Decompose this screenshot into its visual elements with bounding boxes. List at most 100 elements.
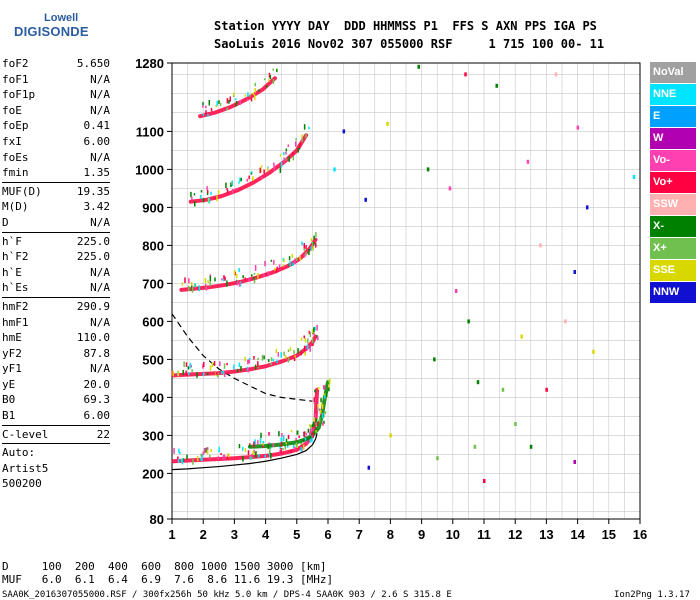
scaled-parameters-panel: foF2 5.650 foF1 N/A foF1p N/A foE N/A foEp 0.41 fx… — [2, 56, 110, 492]
echo-dot — [327, 380, 330, 383]
echo-dot — [244, 448, 247, 452]
echo-dot — [226, 362, 228, 366]
echo-dot — [279, 153, 282, 157]
echo-dot — [300, 442, 303, 445]
echo-dot — [298, 435, 300, 438]
param-value: 1.35 — [83, 166, 111, 180]
param-row: h`E N/A — [2, 265, 110, 281]
isolated-echo-point — [386, 121, 389, 126]
param-separator — [2, 181, 110, 183]
echo-dot — [204, 283, 207, 287]
echo-dot — [323, 384, 326, 390]
echo-dot — [191, 281, 193, 288]
echo-dot — [249, 357, 251, 360]
param-value: 69.3 — [83, 393, 111, 407]
echo-dot — [311, 241, 314, 246]
isolated-echo-point — [389, 433, 392, 438]
param-row: yF1 N/A — [2, 361, 110, 377]
echo-dot — [295, 257, 298, 261]
echo-dot — [283, 258, 285, 263]
echo-dot — [260, 165, 263, 168]
echo-dot — [206, 447, 209, 451]
echo-dot — [285, 442, 288, 445]
param-row: fxI 6.00 — [2, 134, 110, 150]
echo-dot — [263, 169, 265, 174]
echo-dot — [201, 456, 203, 461]
echo-dot — [238, 267, 240, 273]
param-name: yF2 — [2, 346, 22, 360]
param-name: hmF1 — [2, 315, 29, 329]
param-separator — [2, 424, 110, 426]
echo-dot — [278, 431, 280, 437]
param-row: 500200 — [2, 476, 110, 492]
echo-dot — [300, 337, 303, 341]
echo-dot — [309, 428, 312, 432]
param-row: foF2 5.650 — [2, 56, 110, 72]
echo-dot — [254, 364, 257, 370]
echo-dot — [250, 172, 253, 175]
param-name: hmF2 — [2, 299, 29, 313]
echo-dot — [254, 264, 257, 271]
echo-dot — [194, 283, 197, 288]
echo-dot — [273, 260, 275, 265]
echo-dot — [316, 422, 319, 426]
echo-dot — [323, 395, 326, 399]
echo-dot — [182, 458, 185, 462]
echo-dot — [208, 454, 211, 459]
echo-dot — [247, 359, 249, 365]
x-tick-label: 6 — [324, 527, 331, 542]
echo-dot — [251, 453, 253, 458]
echo-dot — [328, 384, 330, 390]
echo-dot — [276, 266, 278, 269]
isolated-echo-point — [564, 319, 567, 324]
echo-dot — [173, 447, 175, 454]
param-value: 225.0 — [76, 250, 110, 264]
echo-dot — [328, 387, 330, 392]
param-name: hmE — [2, 331, 22, 345]
echo-dot — [223, 454, 226, 459]
echo-dot — [313, 332, 315, 336]
echo-dot — [276, 359, 278, 363]
echo-dot — [268, 432, 271, 435]
echo-dot — [207, 280, 209, 284]
echo-dot — [269, 452, 271, 457]
param-value: N/A — [90, 150, 110, 164]
echo-dot — [214, 277, 216, 282]
echo-dot — [219, 102, 222, 106]
echo-dot — [288, 156, 290, 162]
param-value: N/A — [90, 88, 110, 102]
echo-dot — [279, 167, 282, 173]
echo-dot — [311, 338, 314, 344]
param-name: fxI — [2, 134, 22, 148]
echo-dot — [217, 372, 219, 378]
echo-dot — [303, 248, 306, 251]
isolated-echo-point — [417, 64, 420, 69]
echo-dot — [249, 94, 251, 97]
echo-dot — [180, 459, 183, 463]
echo-dot — [222, 454, 225, 460]
param-row: hmF1 N/A — [2, 315, 110, 331]
echo-dot — [253, 452, 255, 455]
echo-dot — [294, 141, 297, 147]
echo-dot — [228, 99, 230, 104]
echo-dot — [296, 430, 299, 435]
distance-line: D 100 200 400 600 800 1000 1500 3000 [km… — [2, 560, 327, 573]
echo-dot — [264, 260, 266, 267]
echo-dot — [207, 114, 209, 117]
echo-dot — [320, 402, 323, 408]
echo-dot — [219, 361, 221, 367]
echo-dot — [210, 449, 212, 453]
echo-dot — [289, 260, 291, 267]
echo-dot — [233, 270, 236, 276]
echo-dot — [206, 372, 209, 376]
echo-dot — [223, 363, 226, 369]
echo-dot — [202, 113, 205, 116]
echo-dot — [281, 433, 283, 438]
echo-dot — [257, 272, 259, 279]
echo-dot — [299, 349, 302, 352]
echo-dot — [171, 370, 174, 375]
echo-dot — [308, 249, 310, 256]
param-name: h`F2 — [2, 250, 29, 264]
param-row: foEs N/A — [2, 150, 110, 166]
param-name: D — [2, 215, 9, 229]
